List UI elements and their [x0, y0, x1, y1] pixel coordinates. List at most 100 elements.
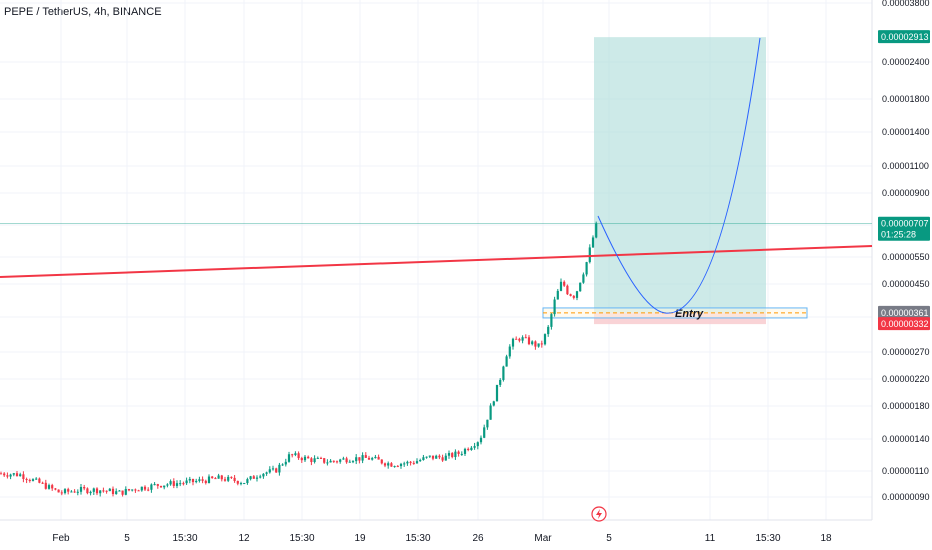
candle-body: [297, 453, 300, 459]
candle-body: [51, 485, 54, 489]
x-tick-label: 5: [124, 533, 130, 544]
candle-body: [591, 237, 595, 248]
y-tick-label: 0.00000450: [882, 279, 930, 289]
candle-body: [463, 448, 467, 454]
x-tick-label: Mar: [534, 533, 552, 544]
candle-body: [185, 480, 188, 484]
candle-body: [559, 281, 563, 291]
candle-body: [191, 478, 195, 483]
candles: [0, 221, 598, 497]
candle-body: [415, 461, 419, 464]
candle-body: [214, 478, 217, 480]
candle-body: [111, 488, 115, 495]
candle-body: [527, 337, 531, 345]
candle-body: [169, 481, 172, 485]
candle-body: [204, 480, 207, 483]
candle-body: [572, 295, 575, 298]
candle-body: [9, 474, 12, 477]
candle-body: [307, 456, 310, 459]
candle-body: [99, 490, 102, 494]
candle-body: [278, 464, 281, 473]
candle-body: [73, 491, 76, 493]
candle-body: [195, 480, 198, 483]
lightning-icon: [591, 506, 607, 522]
profit-zone: [594, 37, 766, 313]
x-tick-label: 12: [238, 533, 250, 544]
candle-body: [140, 486, 143, 491]
candle-body: [550, 314, 553, 327]
candle-body: [467, 448, 470, 450]
x-tick-label: 15:30: [405, 533, 430, 544]
y-tick-label: 0.00000900: [882, 188, 930, 198]
grid: [0, 0, 873, 521]
candle-body: [0, 473, 3, 475]
candle-body: [588, 247, 591, 263]
candle-body: [198, 479, 201, 481]
trendline: [0, 245, 873, 278]
candle-body: [355, 457, 358, 462]
candle-body: [47, 485, 51, 489]
candle-body: [281, 464, 284, 466]
candle-body: [358, 457, 361, 461]
chart-title: PEPE / TetherUS, 4h, BINANCE: [4, 6, 162, 18]
candle-body: [339, 459, 342, 462]
candle-body: [422, 457, 425, 461]
candle-body: [479, 437, 483, 443]
candle-body: [252, 476, 255, 479]
candle-body: [150, 484, 153, 490]
candle-body: [83, 486, 86, 489]
candle-body: [511, 338, 515, 347]
candle-body: [28, 479, 31, 481]
candle-body: [444, 455, 447, 461]
candle-body: [579, 282, 582, 292]
candle-body: [86, 488, 89, 494]
candle-body: [239, 483, 243, 485]
candle-body: [134, 489, 137, 491]
candle-body: [291, 454, 294, 456]
loss-zone: [594, 312, 766, 325]
candle-body: [543, 334, 547, 345]
y-tick-label: 0.00000550: [882, 252, 930, 262]
candle-body: [489, 405, 492, 420]
candle-body: [60, 492, 63, 494]
candle-body: [595, 223, 598, 238]
candle-body: [188, 478, 191, 481]
time-axis[interactable]: Feb 5 15:30 12 15:30 19 15:30 26 Mar 5 11 15:30 18: [52, 533, 832, 544]
candle-body: [575, 291, 579, 298]
candle-body: [399, 463, 403, 467]
x-tick-label: 19: [354, 533, 366, 544]
candle-body: [454, 451, 457, 458]
candle-body: [585, 262, 588, 275]
price-axis[interactable]: 0.00003800 0.00002400 0.00001800 0.00001400…: [882, 0, 930, 502]
projection-path: [597, 37, 761, 314]
candle-body: [508, 346, 511, 357]
candle-body: [537, 343, 540, 347]
price-tags: 0.000029130.0000070701:25:280.000003610.…: [878, 30, 930, 331]
candle-body: [566, 285, 569, 295]
candle-body: [265, 472, 268, 474]
candle-body: [105, 490, 108, 492]
candle-body: [163, 485, 166, 488]
candle-body: [396, 466, 399, 468]
candle-body: [409, 461, 412, 463]
candle-body: [303, 456, 307, 461]
candle-body: [406, 461, 409, 464]
candle-body: [348, 461, 351, 463]
candle-body: [92, 488, 95, 492]
candle-body: [323, 458, 326, 463]
candle-body: [390, 463, 393, 467]
price-tag-bg: [878, 305, 930, 319]
candle-body: [457, 451, 460, 454]
candle-body: [387, 463, 390, 466]
candle-body: [556, 290, 559, 300]
candle-body: [364, 455, 367, 458]
candle-body: [284, 461, 287, 465]
candle-body: [12, 473, 15, 475]
candle-body: [521, 337, 524, 341]
candle-body: [79, 486, 83, 492]
candle-body: [300, 458, 303, 461]
candle-body: [534, 341, 537, 347]
candle-body: [25, 479, 28, 481]
candle-body: [518, 338, 521, 341]
